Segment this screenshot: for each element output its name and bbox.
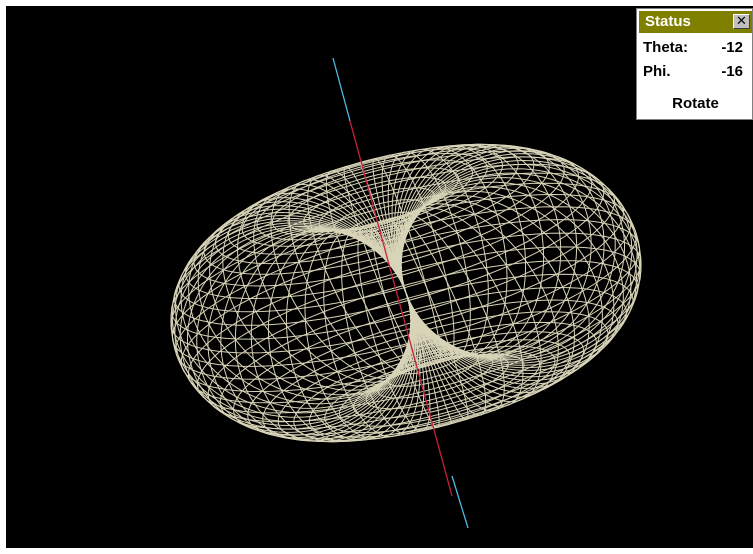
mesh-line (219, 273, 634, 430)
mesh-line (207, 260, 639, 423)
mesh-line (262, 311, 609, 442)
status-panel: Status ✕ Theta: -12 Phi. -16 Rotate (636, 8, 753, 120)
mesh-line (383, 252, 403, 260)
wireframe-torus[interactable] (6, 6, 753, 548)
rotation-axis-bottom (451, 475, 469, 529)
mesh-line (409, 316, 420, 320)
rotation-axis-core (349, 120, 453, 497)
mesh-line (187, 232, 642, 404)
mesh-line (402, 342, 451, 362)
mesh-line (193, 146, 565, 287)
phi-value: -16 (721, 63, 743, 80)
mesh-line (175, 206, 637, 380)
theta-label: Theta: (643, 39, 688, 56)
mesh-line (170, 182, 625, 354)
mesh-line (400, 279, 404, 282)
theta-value: -12 (721, 39, 743, 56)
mesh-line (408, 304, 412, 307)
torus-mesh (170, 143, 642, 443)
mesh-line (338, 350, 541, 427)
mesh-line (303, 176, 447, 232)
mesh-line (271, 159, 474, 236)
mesh-line (180, 219, 641, 393)
mesh-line (277, 321, 597, 443)
rotate-button[interactable]: Rotate (672, 95, 719, 112)
close-icon[interactable]: ✕ (733, 14, 750, 29)
3d-viewport[interactable] (6, 6, 753, 548)
mesh-line (333, 199, 425, 234)
mesh-line (178, 156, 593, 313)
mesh-line (373, 238, 405, 252)
mesh-line (171, 172, 616, 340)
status-title: Status (645, 13, 691, 30)
mesh-line (232, 286, 627, 436)
mesh-line (387, 352, 479, 387)
rotation-axis-top (332, 57, 351, 122)
mesh-line (227, 145, 519, 255)
mesh-line (318, 187, 435, 232)
phi-label: Phi. (643, 63, 671, 80)
mesh-line (347, 211, 417, 238)
mesh-line (361, 224, 410, 244)
mesh-line (392, 266, 403, 270)
phi-row: Phi. -16 (641, 61, 751, 83)
mesh-line (241, 148, 504, 247)
mesh-line (203, 144, 550, 275)
mesh-line (352, 353, 525, 419)
status-titlebar[interactable]: Status ✕ (639, 11, 752, 33)
mesh-line (256, 152, 488, 241)
theta-row: Theta: -12 (641, 37, 751, 59)
